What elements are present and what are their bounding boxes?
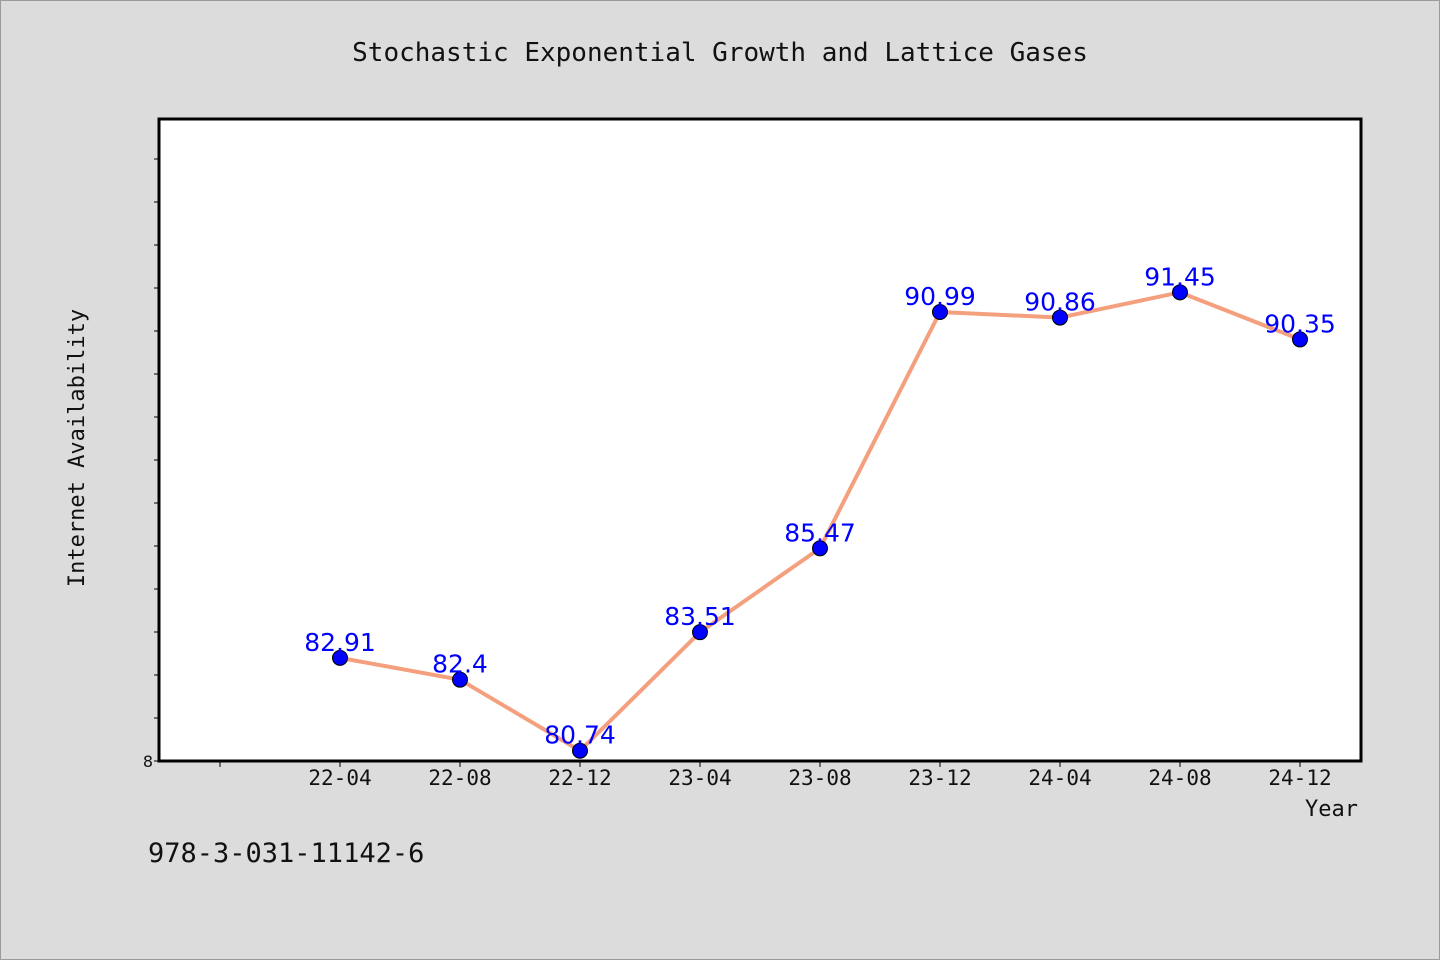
data-label: 90.99 xyxy=(904,282,976,311)
data-label: 85.47 xyxy=(784,518,856,547)
data-point xyxy=(452,671,468,688)
x-tick-label: 24-04 xyxy=(1028,766,1091,790)
x-tick-label: 22-04 xyxy=(308,766,371,790)
data-label: 82.4 xyxy=(432,650,488,679)
data-point xyxy=(932,304,948,321)
data-point xyxy=(1052,309,1068,326)
data-label: 83.51 xyxy=(664,602,736,631)
data-label: 90.86 xyxy=(1024,288,1096,317)
data-point xyxy=(692,624,708,641)
data-series xyxy=(332,284,1308,759)
data-point xyxy=(1172,284,1188,301)
data-point xyxy=(572,742,588,759)
x-tick-label: 24-08 xyxy=(1148,766,1211,790)
y-axis-label: Internet Availability xyxy=(65,309,90,587)
data-point xyxy=(1292,331,1308,348)
chart-title: Stochastic Exponential Growth and Lattic… xyxy=(352,38,1088,68)
y-axis-ticks: 8 xyxy=(143,158,159,771)
x-tick-label: 23-08 xyxy=(788,766,851,790)
footnote-isbn: 978-3-031-11142-6 xyxy=(148,838,424,869)
data-label: 91.45 xyxy=(1144,262,1216,291)
data-label: 80.74 xyxy=(544,721,616,750)
x-tick-label: 23-04 xyxy=(668,766,731,790)
x-axis-ticks: 22-04 22-08 22-12 23-04 23-08 23-12 24-04 24-08… xyxy=(219,761,1332,790)
x-tick-label: 24-12 xyxy=(1268,766,1331,790)
data-label: 90.35 xyxy=(1264,309,1336,338)
x-axis-label: Year xyxy=(1305,797,1358,822)
x-tick-label: 22-08 xyxy=(428,766,491,790)
x-tick-label: 23-12 xyxy=(908,766,971,790)
data-point xyxy=(812,540,828,557)
plot-area xyxy=(157,117,1363,763)
data-label: 82.91 xyxy=(304,628,376,657)
data-labels: 82.91 82.4 80.74 83.51 85.47 90.99 90.86 91.45 9… xyxy=(304,262,1336,749)
y-tick-label: 8 xyxy=(143,752,153,771)
x-tick-label: 22-12 xyxy=(548,766,611,790)
data-point xyxy=(332,649,348,666)
